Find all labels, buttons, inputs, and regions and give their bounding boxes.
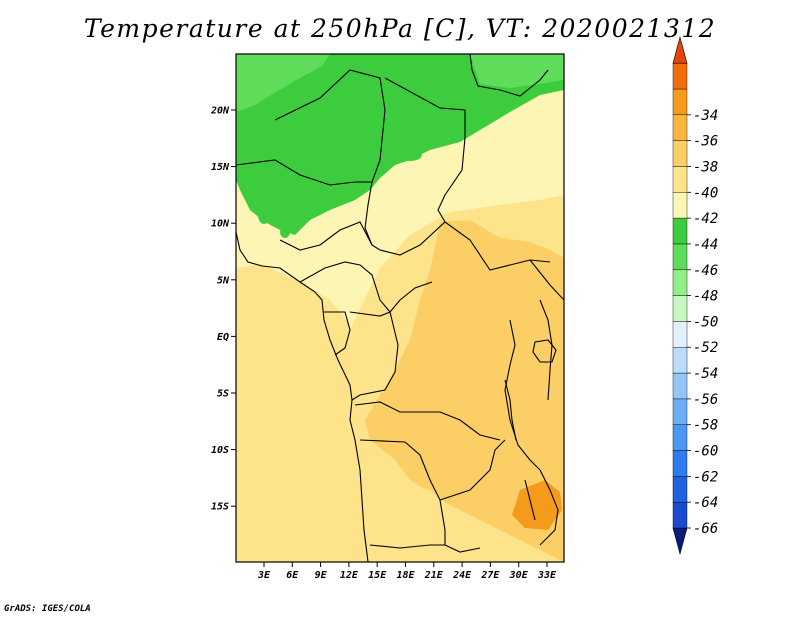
longitude-axis: 3E 6E 9E 12E 15E 18E 21E 24E 27E 30E 33E <box>257 562 557 581</box>
colorbar-label: -58 <box>693 418 718 434</box>
colorbar-label: -34 <box>693 108 718 124</box>
border-zambia <box>439 439 506 501</box>
colorbar-label: -66 <box>693 521 718 537</box>
colorbar-label: -54 <box>693 366 718 382</box>
border-mozambique <box>539 469 559 546</box>
colorbar-bin <box>672 321 688 348</box>
colorbar-label: -36 <box>693 134 718 150</box>
colorbar-bin <box>672 140 688 167</box>
colorbar-label: -38 <box>693 159 718 175</box>
colorbar-bin <box>672 192 688 219</box>
lon-tick-label: 30E <box>509 570 529 581</box>
colorbar-bin <box>672 243 688 270</box>
field-northwest-colder <box>236 54 330 112</box>
map-frame <box>235 53 565 563</box>
coastline-west <box>236 231 369 562</box>
border-chad <box>364 159 381 251</box>
colorbar-bin <box>672 217 688 245</box>
lat-tick-label: 5S <box>217 389 229 400</box>
lat-tick-label: 15S <box>211 502 229 513</box>
lon-tick-label: 6E <box>286 570 299 581</box>
field-central-warm <box>365 220 564 562</box>
colorbar-bin <box>672 424 688 451</box>
lon-tick-label: 3E <box>257 570 271 581</box>
lake-malawi <box>524 479 536 521</box>
border-gabon <box>324 311 351 356</box>
lon-tick-label: 24E <box>452 570 472 581</box>
colorbar-bin <box>672 398 688 425</box>
colorbar-label: -56 <box>693 392 718 408</box>
border-sahara-2 <box>384 77 466 138</box>
lat-tick-label: 5N <box>217 275 230 286</box>
border-somali <box>529 259 564 301</box>
map-title: Temperature at 250hPa [C], VT: 202002131… <box>83 14 717 43</box>
lon-tick-label: 15E <box>368 570 387 581</box>
colorbar-arrow-high <box>672 36 688 64</box>
colorbar-bin <box>672 88 688 116</box>
colorbar-arrow-low <box>672 527 688 556</box>
lon-tick-label: 33E <box>537 570 557 581</box>
lon-tick-label: 18E <box>396 570 415 581</box>
map-panel <box>236 54 564 562</box>
lat-tick-label: 15N <box>211 162 230 173</box>
latitude-axis: 20N 15N 10N 5N EQ 5S 10S 15S <box>210 106 236 513</box>
lon-tick-label: 12E <box>340 570 359 581</box>
lat-tick-label: EQ <box>217 332 229 343</box>
grads-credit: GrADS: IGES/COLA <box>4 604 91 614</box>
border-south <box>369 544 481 553</box>
colorbar: -66 -64 -62 -60 -58 -56 -54 -52 -50 -48 -46 -44 -42 -… <box>672 36 718 556</box>
field-blob <box>280 226 290 238</box>
colorbar-label: -48 <box>693 289 718 305</box>
map-borders <box>236 54 564 562</box>
colorbar-label: -46 <box>693 263 718 279</box>
border-cameroon <box>299 261 391 313</box>
colorbar-label: -60 <box>693 444 718 460</box>
colorbar-bin <box>672 166 688 193</box>
field-southwest-pocket <box>400 480 470 562</box>
field-blob <box>398 149 422 161</box>
coastline-red-sea <box>469 54 549 97</box>
colorbar-label: -64 <box>693 495 718 511</box>
lon-tick-label: 21E <box>424 570 444 581</box>
lat-tick-label: 20N <box>210 106 230 117</box>
border-chad-east <box>437 137 466 223</box>
lat-tick-label: 10S <box>211 445 229 456</box>
lon-tick-label: 9E <box>315 570 328 581</box>
colorbar-bin <box>672 450 688 477</box>
colorbar-bin <box>672 347 688 374</box>
colorbar-bin <box>672 295 688 322</box>
field-southeast-warmest <box>512 480 562 530</box>
colorbar-bin <box>672 501 688 529</box>
field-blob <box>258 206 270 224</box>
colorbar-bin <box>672 62 688 90</box>
border-sahara-1 <box>274 69 386 161</box>
border-car <box>379 221 551 271</box>
lon-tick-label: 27E <box>480 570 500 581</box>
border-east-lakes <box>504 319 541 471</box>
lake-tanganyika <box>504 379 517 441</box>
colorbar-label: -52 <box>693 340 718 356</box>
lat-tick-label: 10N <box>211 219 230 230</box>
colorbar-bin <box>672 114 688 141</box>
border-nigeria <box>279 221 373 251</box>
border-sahel <box>236 159 372 186</box>
border-angola <box>359 439 446 545</box>
colorbar-label: -50 <box>693 314 718 330</box>
lake-victoria <box>532 339 557 363</box>
colorbar-bin <box>672 269 688 296</box>
colorbar-label: -44 <box>693 237 718 253</box>
border-drc-south <box>354 401 501 441</box>
colorbar-label: -62 <box>693 469 718 485</box>
colorbar-label: -42 <box>693 211 718 227</box>
border-congo <box>349 281 433 317</box>
border-drc <box>351 311 399 401</box>
colorbar-bin <box>672 476 688 503</box>
colorbar-bin <box>672 372 688 400</box>
colorbar-label: -40 <box>693 185 718 201</box>
